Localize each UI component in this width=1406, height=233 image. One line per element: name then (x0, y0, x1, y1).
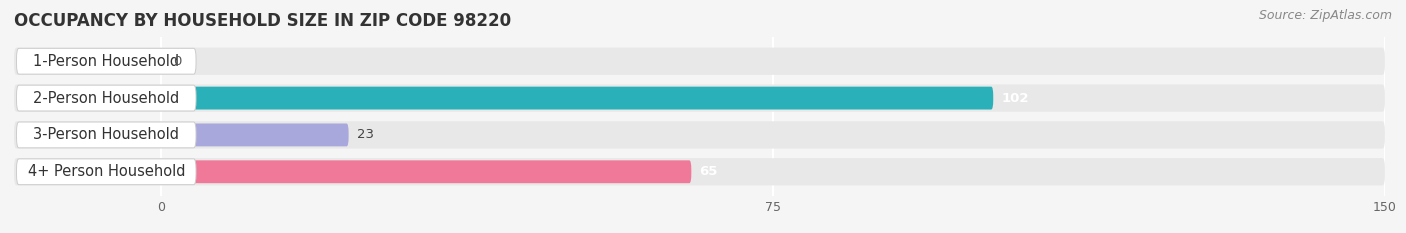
FancyBboxPatch shape (14, 48, 1385, 75)
FancyBboxPatch shape (160, 87, 993, 110)
Text: 4+ Person Household: 4+ Person Household (28, 164, 186, 179)
Text: 65: 65 (700, 165, 718, 178)
FancyBboxPatch shape (17, 122, 195, 148)
FancyBboxPatch shape (160, 123, 349, 146)
Text: 3-Person Household: 3-Person Household (34, 127, 180, 142)
FancyBboxPatch shape (17, 159, 195, 185)
FancyBboxPatch shape (14, 121, 1385, 149)
Text: 102: 102 (1001, 92, 1029, 105)
Text: 2-Person Household: 2-Person Household (34, 91, 180, 106)
Text: 23: 23 (357, 128, 374, 141)
FancyBboxPatch shape (14, 84, 1385, 112)
Text: Source: ZipAtlas.com: Source: ZipAtlas.com (1258, 9, 1392, 22)
FancyBboxPatch shape (17, 48, 195, 74)
FancyBboxPatch shape (160, 50, 167, 73)
Text: OCCUPANCY BY HOUSEHOLD SIZE IN ZIP CODE 98220: OCCUPANCY BY HOUSEHOLD SIZE IN ZIP CODE … (14, 12, 512, 30)
FancyBboxPatch shape (17, 85, 195, 111)
Text: 1-Person Household: 1-Person Household (34, 54, 180, 69)
Text: 0: 0 (173, 55, 181, 68)
FancyBboxPatch shape (14, 158, 1385, 185)
FancyBboxPatch shape (160, 160, 692, 183)
